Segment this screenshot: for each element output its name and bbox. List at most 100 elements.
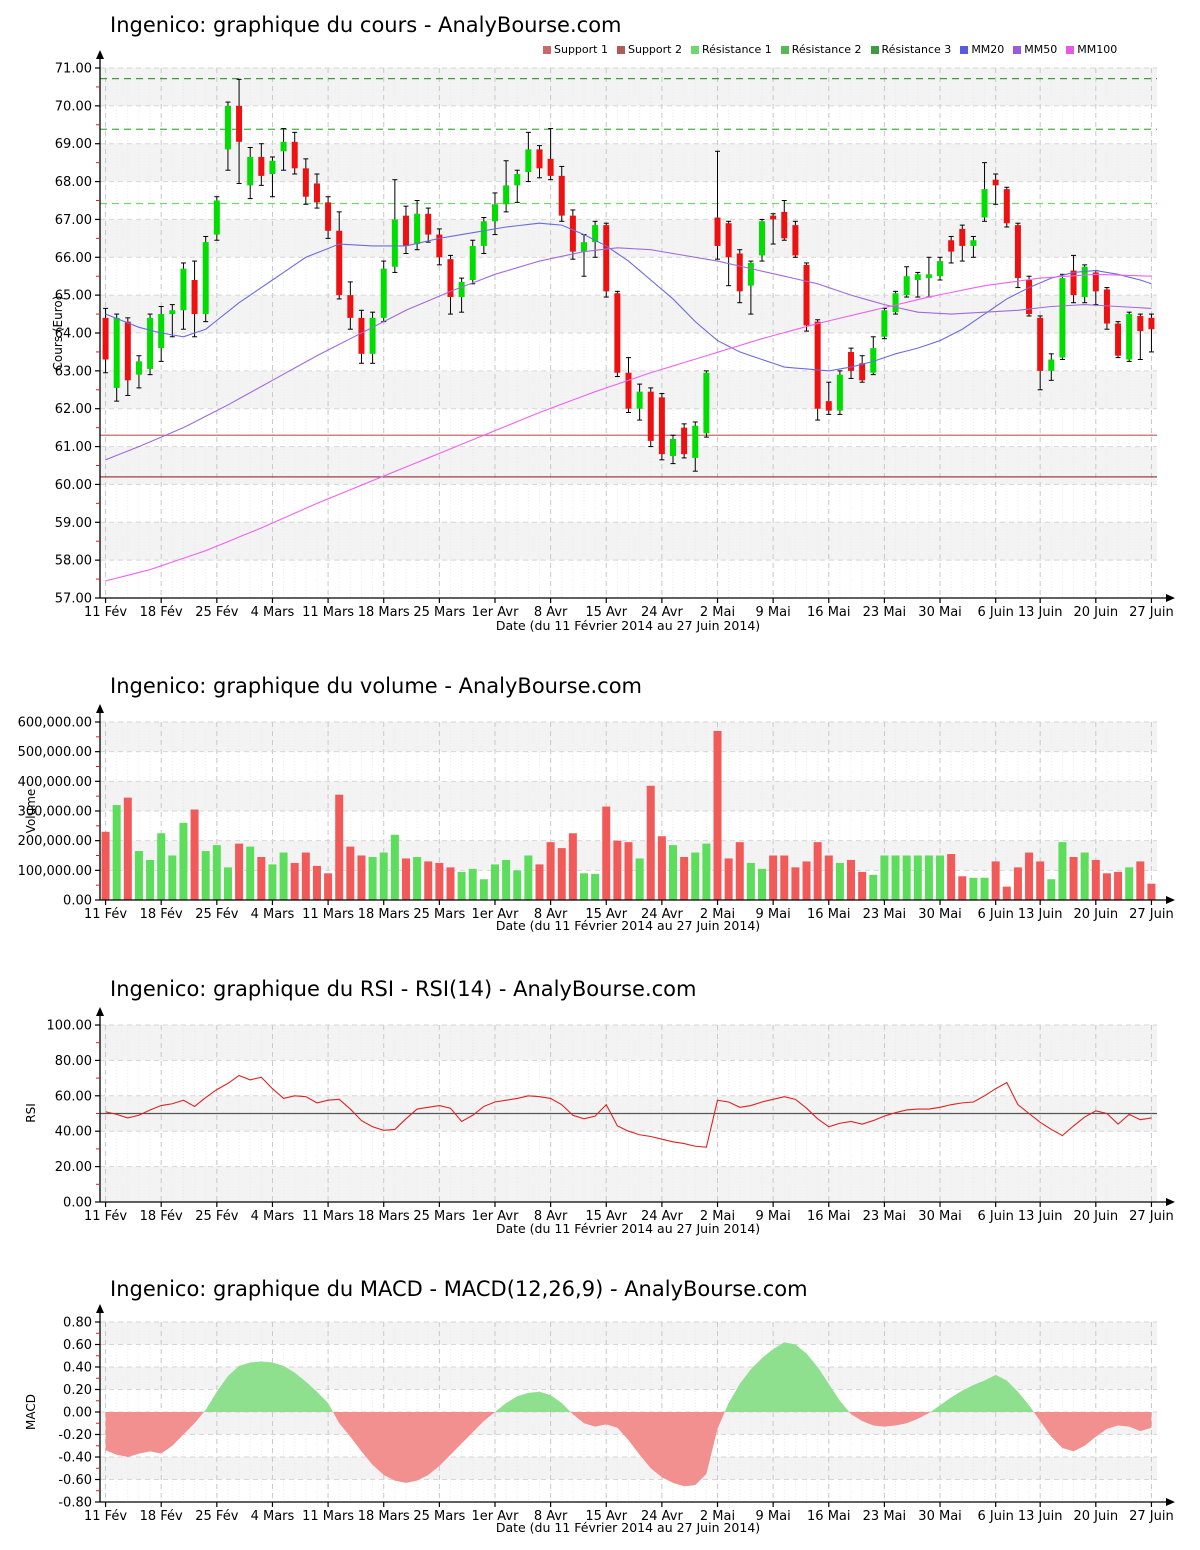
volume-bar: [157, 833, 166, 900]
volume-bar: [513, 870, 522, 900]
macd-chart-title: Ingenico: graphique du MACD - MACD(12,26…: [110, 1277, 808, 1301]
volume-bar: [579, 873, 588, 900]
x-tick-label: 18 Fév: [140, 1509, 183, 1524]
x-tick-label: 2 Mai: [700, 907, 735, 922]
volume-bar: [869, 874, 878, 900]
legend-swatch: [870, 45, 879, 54]
y-tick-label: 68.00: [55, 175, 92, 190]
x-tick-label: 2 Mai: [700, 605, 735, 620]
y-tick-label: -0.60: [58, 1473, 92, 1488]
x-tick-label: 20 Juin: [1074, 605, 1119, 620]
candle-body: [803, 264, 810, 326]
y-tick-label: 67.00: [55, 213, 92, 228]
x-tick-label: 18 Mars: [358, 1509, 410, 1524]
rsi-y-axis-label: RSI: [24, 1103, 38, 1123]
x-axis-arrow: [1166, 594, 1175, 602]
volume-bar: [680, 856, 689, 900]
candle-body: [725, 223, 732, 258]
y-tick-label: 20.00: [55, 1160, 92, 1175]
x-tick-label: 24 Avr: [641, 605, 683, 620]
candle-body: [458, 281, 465, 298]
mm20-line: [105, 222, 1152, 372]
y-tick-label: 65.00: [55, 289, 92, 304]
legend-swatch: [960, 45, 969, 54]
x-tick-label: 4 Mars: [251, 907, 295, 922]
volume-bar: [1013, 867, 1022, 900]
candle-body: [658, 397, 665, 455]
y-tick-label: 58.00: [55, 554, 92, 569]
y-axis-arrow: [96, 704, 104, 713]
candle-body: [280, 141, 287, 152]
y-tick-label: 500,000.00: [18, 745, 92, 760]
candle-body: [247, 156, 254, 186]
candle-body: [569, 215, 576, 252]
legend-item: Support 1: [543, 43, 608, 56]
candle-body: [625, 372, 632, 409]
x-tick-label: 6 Juin: [978, 1509, 1014, 1524]
candle-body: [937, 261, 944, 277]
volume-bar: [1058, 842, 1067, 900]
candle-body: [770, 215, 777, 220]
x-tick-label: 24 Avr: [641, 907, 683, 922]
candle-body: [558, 175, 565, 216]
y-tick-label: 64.00: [55, 327, 92, 342]
x-tick-label: 1er Avr: [472, 1209, 520, 1224]
x-tick-label: 25 Mars: [413, 1509, 465, 1524]
candle-body: [747, 262, 754, 286]
y-tick-label: -0.80: [58, 1496, 92, 1511]
volume-bar: [524, 855, 533, 900]
macd-x-axis-label: Date (du 11 Février 2014 au 27 Juin 2014…: [495, 1520, 761, 1535]
volume-bar: [1125, 867, 1134, 900]
x-tick-label: 25 Fév: [195, 1209, 238, 1224]
legend-label: Résistance 1: [701, 43, 772, 56]
x-tick-label: 25 Fév: [195, 1509, 238, 1524]
x-tick-label: 6 Juin: [978, 605, 1014, 620]
cours-chart-title: Ingenico: graphique du cours - AnalyBour…: [110, 13, 622, 37]
candle-body: [614, 293, 621, 373]
volume-bar: [468, 868, 477, 900]
volume-bar: [235, 843, 244, 900]
candle-body: [1070, 270, 1077, 296]
candle-body: [703, 372, 710, 434]
volume-bar: [457, 871, 466, 900]
x-tick-label: 8 Avr: [534, 1209, 568, 1224]
x-tick-label: 25 Fév: [195, 907, 238, 922]
candle-body: [135, 361, 142, 375]
x-tick-label: 4 Mars: [251, 1209, 295, 1224]
legend-item: Résistance 1: [690, 43, 772, 56]
candle-body: [1048, 359, 1055, 371]
candle-body: [336, 230, 343, 296]
volume-bar: [947, 854, 956, 900]
volume-bar: [190, 809, 199, 900]
volume-bar: [413, 856, 422, 900]
candle-body: [269, 160, 276, 174]
legend-item: MM20: [960, 43, 1004, 56]
y-tick-label: 57.00: [55, 592, 92, 607]
volume-bar: [835, 862, 844, 900]
x-tick-label: 11 Mars: [302, 605, 354, 620]
volume-bar: [568, 833, 577, 900]
y-tick-label: 62.00: [55, 402, 92, 417]
x-tick-label: 20 Juin: [1074, 907, 1119, 922]
x-tick-label: 18 Mars: [358, 907, 410, 922]
x-tick-label: 27 Juin: [1129, 907, 1174, 922]
x-tick-label: 25 Mars: [413, 907, 465, 922]
x-tick-label: 18 Fév: [140, 1209, 183, 1224]
x-tick-label: 8 Avr: [534, 1509, 568, 1524]
x-tick-label: 16 Mai: [807, 1209, 850, 1224]
candle-body: [1126, 314, 1133, 360]
x-tick-label: 4 Mars: [251, 605, 295, 620]
candle-body: [369, 317, 376, 354]
y-tick-label: 71.00: [55, 62, 92, 77]
candle-body: [302, 168, 309, 197]
volume-bar: [724, 858, 733, 900]
volume-bar: [902, 855, 911, 900]
volume-bar: [502, 859, 511, 900]
legend-swatch: [690, 45, 699, 54]
rsi-chart: 0.00 20.00 40.00 60.00 80.00 100.00 11 Fév 18 F…: [47, 1007, 1175, 1224]
candle-body: [224, 105, 231, 150]
candle-body: [213, 200, 220, 235]
x-tick-label: 18 Mars: [358, 1209, 410, 1224]
volume-bar: [847, 859, 856, 900]
